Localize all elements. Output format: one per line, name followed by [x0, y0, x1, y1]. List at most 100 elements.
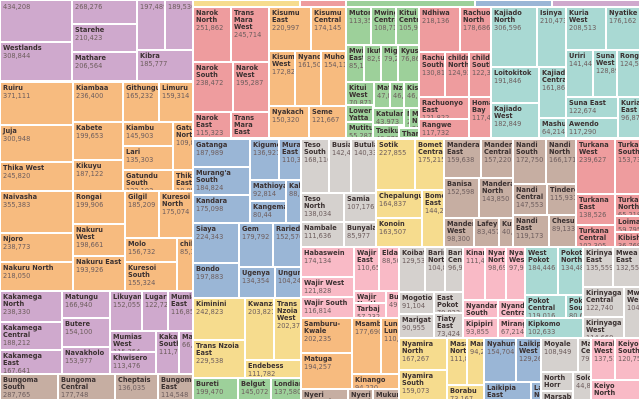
- treemap-cell[interactable]: Molo 156,732: [125, 238, 177, 262]
- treemap-cell[interactable]: Nambale 111,636: [301, 222, 344, 247]
- treemap-cell[interactable]: Londiani137,580: [271, 378, 301, 400]
- treemap-cell[interactable]: Mathare 206,564: [72, 52, 137, 81]
- treemap-cell[interactable]: Khwisero 113,476: [110, 352, 156, 374]
- treemap-cell[interactable]: Samia 107,176: [344, 193, 376, 222]
- treemap-cell[interactable]: Borabu 73,167: [447, 385, 484, 400]
- treemap-cell[interactable]: Teso North 138,034: [301, 193, 344, 222]
- treemap-cell[interactable]: Githunguri165,232: [123, 82, 159, 122]
- treemap-cell[interactable]: Kajiado West 182,849: [491, 103, 539, 138]
- treemap-cell[interactable]: Bungoma Central 177,748: [58, 374, 115, 400]
- treemap-cell[interactable]: Siaya 224,343: [193, 223, 239, 263]
- treemap-cell[interactable]: Moyale 108,949: [541, 338, 578, 372]
- treemap-cell[interactable]: Tiaty East 73,424: [434, 313, 463, 338]
- treemap-cell[interactable]: Wajir West 121,828: [301, 277, 354, 297]
- treemap-cell[interactable]: Nyandarua Central75,262: [498, 300, 525, 318]
- treemap-cell[interactable]: Mashuuri64,214: [539, 118, 566, 138]
- treemap-cell[interactable]: Turkana East 138,526: [576, 194, 615, 225]
- treemap-cell[interactable]: Baringo North104,87: [425, 247, 445, 292]
- treemap-cell[interactable]: Likuyani 152,055: [110, 291, 142, 331]
- treemap-cell[interactable]: Nyandarua West97,96: [506, 247, 525, 300]
- treemap-cell[interactable]: Lafey 83,457: [474, 218, 499, 247]
- treemap-cell[interactable]: Masaba North111,86: [447, 338, 467, 385]
- treemap-cell[interactable]: Mumias West 115,354: [110, 331, 156, 352]
- treemap-cell[interactable]: Kitui Central105,991: [396, 7, 419, 45]
- treemap-cell[interactable]: Murang'a South 184,824: [193, 167, 250, 195]
- treemap-cell[interactable]: Nyatike 176,162: [606, 7, 640, 50]
- treemap-cell[interactable]: Marsabit Central79,181: [578, 338, 591, 372]
- treemap-cell[interactable]: Ruiru 371,111: [0, 82, 73, 125]
- treemap-cell[interactable]: Matuga 194,257: [301, 353, 352, 389]
- treemap-cell[interactable]: Kibra 185,777: [137, 50, 193, 81]
- treemap-cell[interactable]: Mutomo113,356: [346, 7, 371, 45]
- treemap-cell[interactable]: 434,208: [0, 0, 72, 42]
- treemap-cell[interactable]: Tharaka: [399, 128, 419, 138]
- treemap-cell[interactable]: Mandera East 159,638: [444, 139, 481, 178]
- treemap-cell[interactable]: Bomet Central 175,215: [415, 139, 444, 190]
- treemap-cell[interactable]: Gatundu South 122,103: [123, 170, 173, 191]
- treemap-cell[interactable]: Kwanza 203,821: [245, 298, 274, 360]
- treemap-cell[interactable]: Belgut 145,072: [238, 378, 271, 400]
- treemap-cell[interactable]: Mati47,8: [374, 82, 390, 108]
- treemap-cell[interactable]: Marigat 90,955: [399, 314, 434, 338]
- treemap-cell[interactable]: Gatanga 187,989: [193, 139, 250, 167]
- treemap-cell[interactable]: Cheptais 136,035: [115, 374, 158, 400]
- treemap-cell[interactable]: Nandi North 166,171: [546, 139, 576, 184]
- treemap-cell[interactable]: Mandera North 143,850: [479, 178, 513, 218]
- treemap-cell[interactable]: Narok West 195,287: [233, 62, 269, 112]
- treemap-cell[interactable]: Lower Yatta63,329: [346, 105, 373, 122]
- treemap-cell[interactable]: Thika West 245,820: [0, 162, 73, 191]
- treemap-cell[interactable]: Laikipia North: [531, 382, 541, 400]
- treemap-cell[interactable]: Nyandarua South93,870: [463, 300, 498, 318]
- treemap-cell[interactable]: Narok South 238,472: [193, 62, 233, 112]
- treemap-cell[interactable]: Gem 179,792: [239, 223, 273, 267]
- treemap-cell[interactable]: Kakamega East 167,641: [0, 350, 62, 374]
- treemap-cell[interactable]: Njoro 238,773: [0, 233, 73, 262]
- treemap-cell[interactable]: Banisa 152,598: [444, 178, 479, 218]
- treemap-cell[interactable]: Kiambaa 236,400: [73, 82, 123, 122]
- treemap-cell[interactable]: Mukurweini: [373, 389, 399, 400]
- treemap-cell[interactable]: Keiyo North: [591, 380, 640, 400]
- treemap-cell[interactable]: Awendo 117,290: [566, 118, 618, 138]
- treemap-cell[interactable]: Nyandarua North98,69: [485, 247, 506, 300]
- treemap-cell[interactable]: Kiminini 242,823: [193, 298, 245, 340]
- treemap-cell[interactable]: Kajiado Central161,862: [539, 67, 566, 118]
- treemap-cell[interactable]: Matungu 166,940: [62, 291, 110, 318]
- treemap-cell[interactable]: Rarieda152,570: [273, 223, 301, 267]
- treemap-cell[interactable]: Rachuonyo East 121,822: [419, 97, 469, 119]
- treemap-cell[interactable]: Mi Nu21: [409, 108, 419, 128]
- treemap-cell[interactable]: Mat66,1: [179, 331, 193, 374]
- treemap-cell[interactable]: 189,536: [165, 0, 193, 50]
- treemap-cell[interactable]: Ugenya 134,354: [239, 267, 275, 298]
- treemap-cell[interactable]: Turkana Central 102,305: [576, 225, 615, 247]
- treemap-cell[interactable]: Solo 44,8: [573, 372, 591, 400]
- treemap-cell[interactable]: Kisumu Central 174,145: [311, 7, 346, 51]
- treemap-cell[interactable]: Kisau46,1: [404, 82, 419, 108]
- treemap-cell[interactable]: Bureti 199,470: [193, 378, 238, 400]
- treemap-cell[interactable]: 268,276: [72, 0, 137, 24]
- treemap-cell[interactable]: Nyamira North 167,267: [399, 338, 447, 370]
- treemap-cell[interactable]: Habaswein 174,134: [301, 247, 354, 277]
- treemap-cell[interactable]: Kabete 199,653: [73, 122, 123, 160]
- treemap-cell[interactable]: Teso South 168,116: [301, 139, 329, 193]
- treemap-cell[interactable]: Starehe 210,423: [72, 24, 137, 52]
- treemap-cell[interactable]: Rongai 199,906: [73, 191, 125, 224]
- treemap-cell[interactable]: Nakuru East 193,926: [73, 256, 125, 291]
- treemap-cell[interactable]: Bungoma South 287,765: [0, 374, 58, 400]
- treemap-cell[interactable]: Kuria West 208,513: [566, 7, 606, 50]
